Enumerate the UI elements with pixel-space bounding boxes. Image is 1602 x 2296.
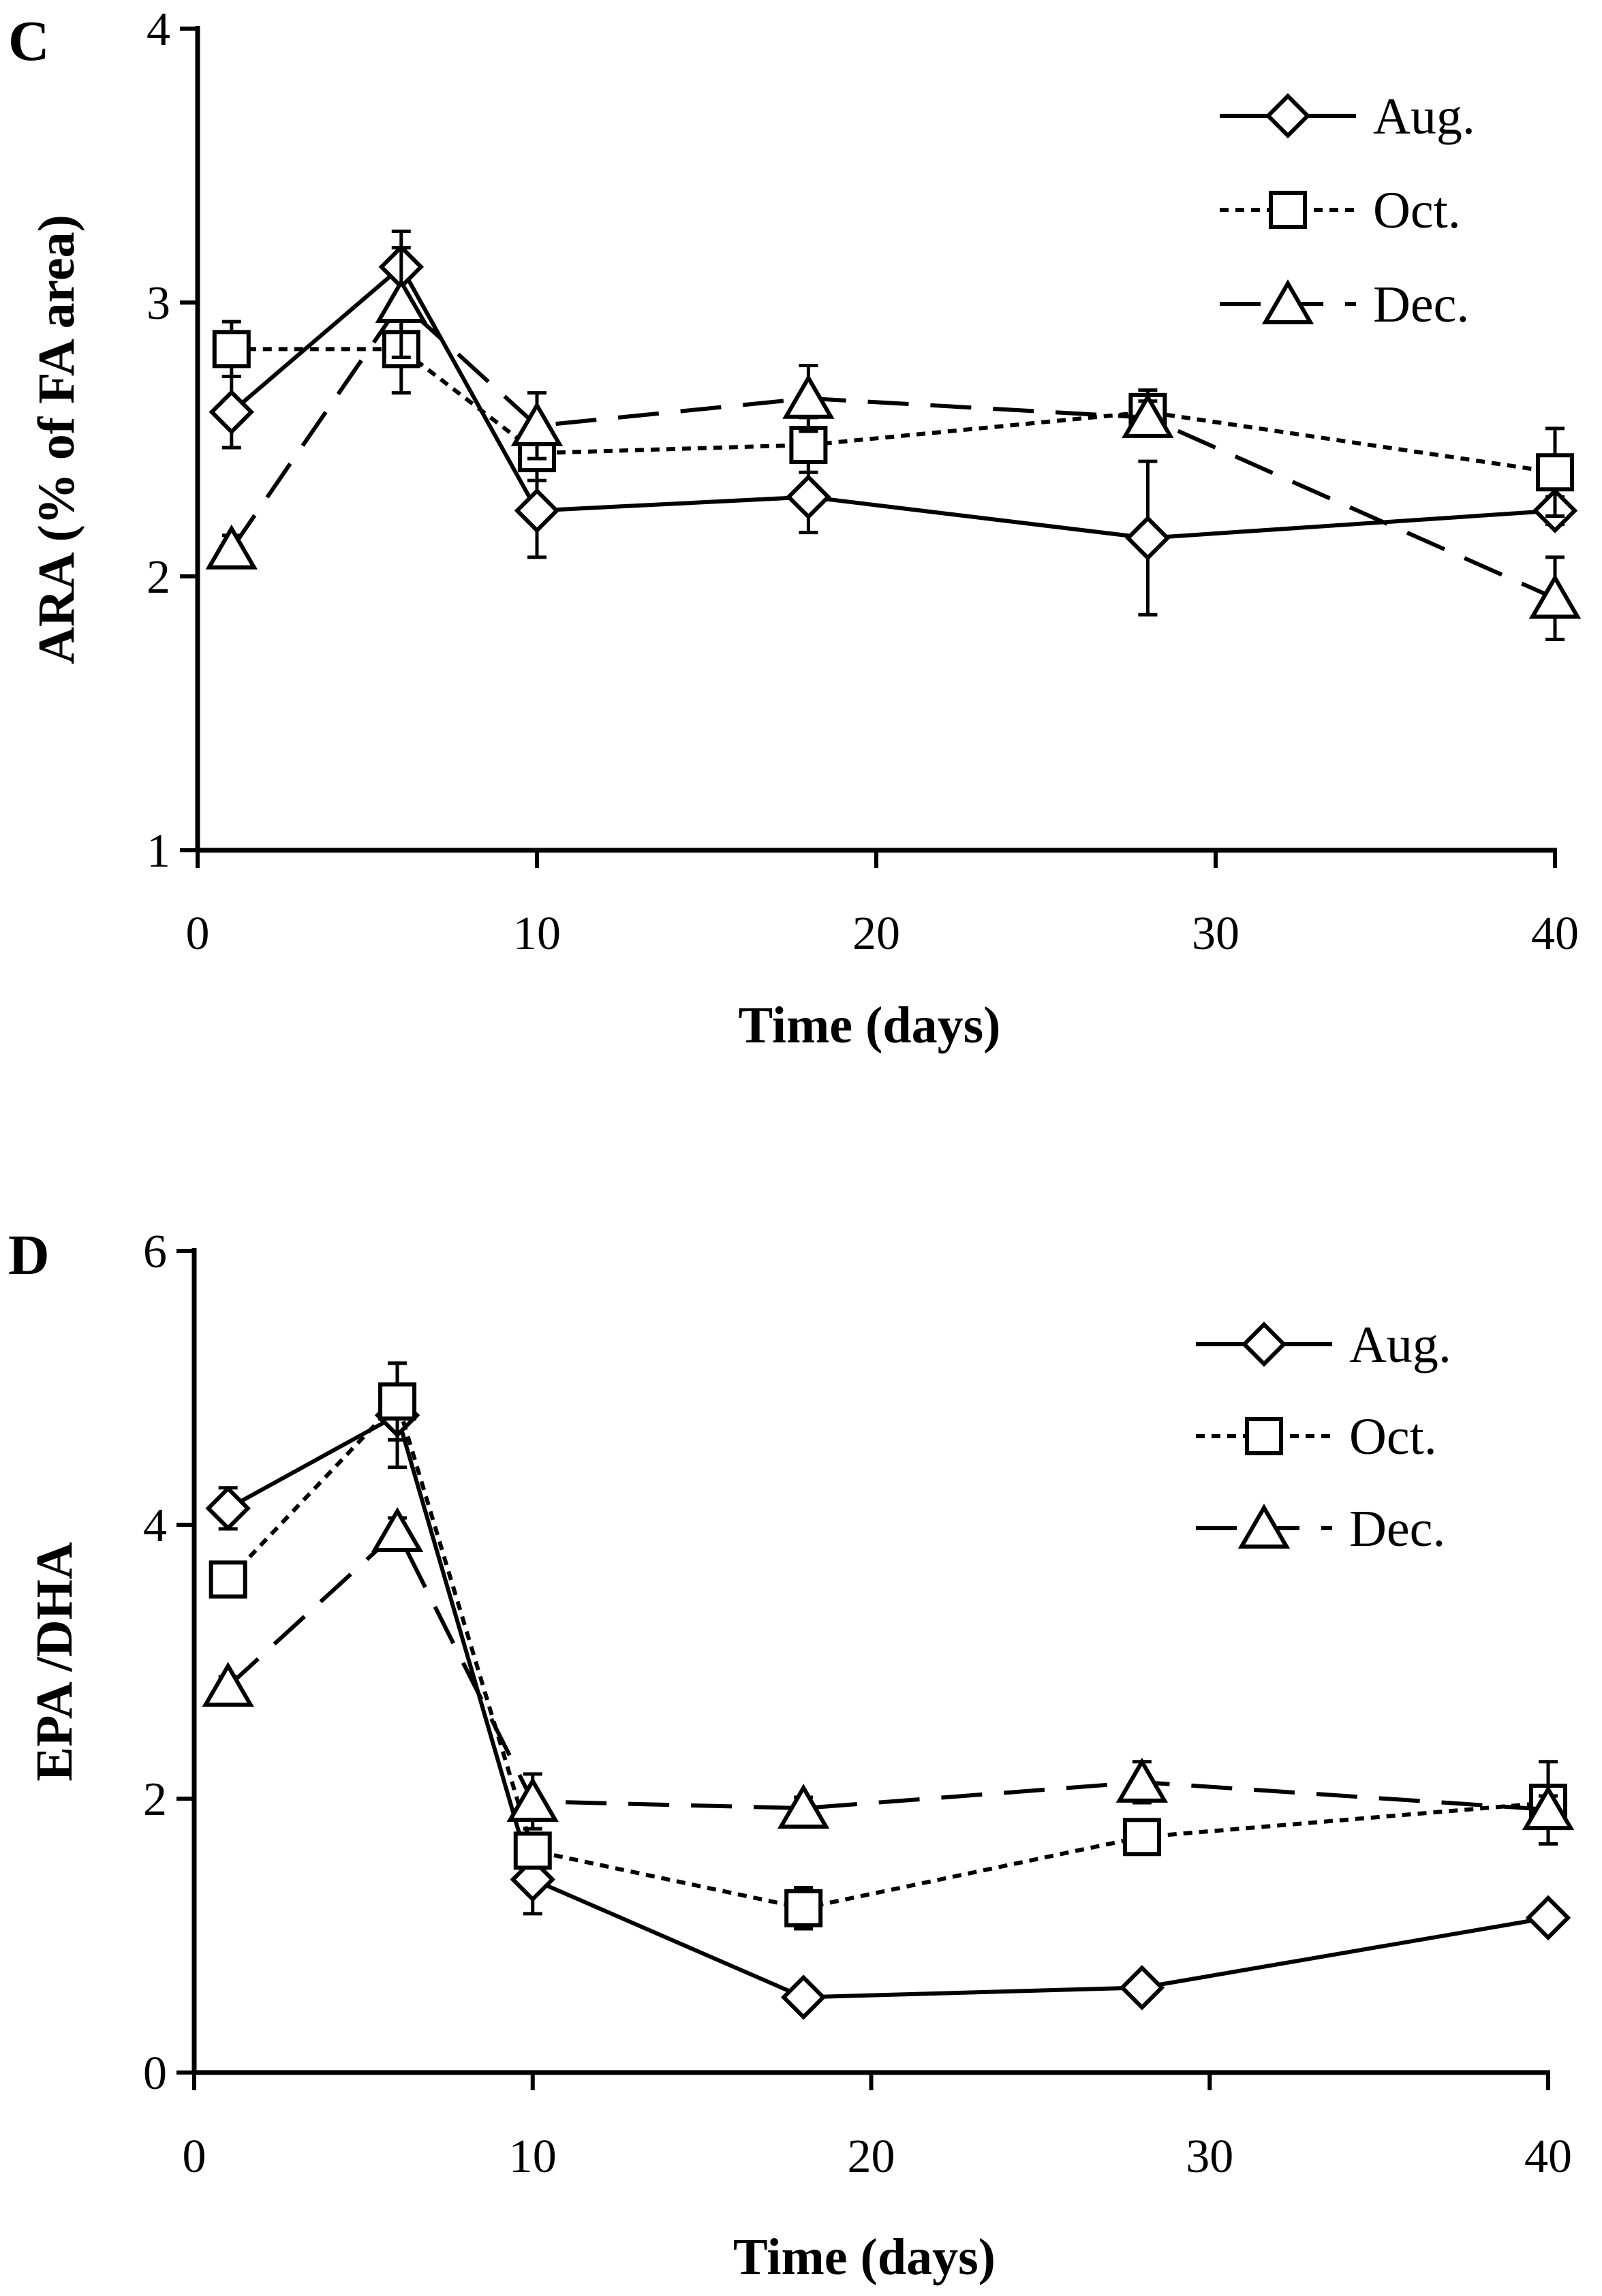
x-axis-title: Time (days)	[739, 997, 1001, 1054]
data-point	[209, 389, 255, 435]
data-point	[780, 1974, 827, 2020]
x-axis-title: Time (days)	[733, 2229, 996, 2286]
panel-d: 0 2 4 6 0 10 20 30 40 Time (days) EPA /DHA D Aug. Oct…	[8, 1224, 1575, 2286]
data-point	[205, 1485, 251, 1532]
series-line	[230, 264, 1556, 540]
x-tick-label: 0	[183, 2130, 206, 2183]
data-point	[1528, 574, 1582, 619]
series-line	[226, 1397, 1549, 1910]
data-point	[510, 401, 564, 446]
y-axis-title: EPA /DHA	[26, 1542, 83, 1781]
data-point	[513, 1831, 552, 1870]
data-point	[371, 1507, 424, 1553]
y-tick-label: 2	[147, 551, 170, 604]
data-point	[378, 1382, 417, 1421]
x-tick-label: 10	[509, 2130, 557, 2183]
data-point	[1522, 1785, 1575, 1831]
data-point	[209, 1560, 247, 1599]
x-tick-label: 30	[1186, 2130, 1233, 2183]
x-tick-label: 10	[513, 907, 561, 960]
data-point	[205, 524, 258, 570]
data-point	[1536, 453, 1574, 492]
data-point	[1125, 515, 1171, 561]
legend-label: Aug.	[1349, 1316, 1451, 1374]
legend-marker	[1261, 279, 1314, 324]
legend-label: Dec.	[1373, 276, 1469, 333]
series-oct	[212, 303, 1574, 518]
panel-label: C	[8, 10, 50, 73]
legend-marker	[1245, 1417, 1283, 1455]
data-point	[1122, 392, 1174, 438]
x-tick-label: 40	[1531, 907, 1579, 960]
data-point	[1119, 1965, 1165, 2011]
data-point	[375, 278, 428, 323]
legend-marker	[1265, 93, 1311, 139]
data-point	[212, 330, 251, 369]
legend-label: Oct.	[1373, 182, 1461, 239]
data-point	[1115, 1757, 1169, 1803]
y-tick-label: 2	[143, 1773, 167, 1826]
data-point	[782, 373, 835, 419]
data-point	[789, 426, 828, 465]
data-point	[786, 474, 831, 520]
x-tick-label: 30	[1192, 907, 1239, 960]
series-line	[231, 347, 1556, 475]
y-tick-label: 3	[147, 277, 170, 330]
y-tick-label: 1	[147, 825, 170, 878]
legend-label: Aug.	[1373, 88, 1475, 145]
data-point	[777, 1784, 830, 1829]
series-dec	[205, 246, 1582, 641]
series-line	[230, 299, 1556, 600]
data-point	[1122, 1818, 1161, 1857]
data-point	[514, 488, 560, 533]
panel-label: D	[8, 1224, 50, 1287]
y-tick-label: 4	[147, 3, 170, 56]
series-oct	[209, 1361, 1567, 1931]
y-axis-title: ARA (% of FA area)	[28, 215, 85, 664]
x-tick-label: 20	[852, 907, 900, 960]
data-point	[506, 1777, 559, 1822]
y-tick-label: 0	[143, 2047, 167, 2100]
series-aug	[209, 229, 1578, 617]
legend-marker	[1241, 1321, 1287, 1367]
legend-marker	[1269, 191, 1307, 229]
data-point	[1525, 1895, 1571, 1941]
y-tick-label: 6	[143, 1226, 167, 1278]
data-point	[202, 1662, 254, 1707]
series-dec	[202, 1507, 1575, 1831]
data-point	[784, 1889, 823, 1927]
x-tick-label: 20	[848, 2130, 895, 2183]
y-tick-label: 4	[143, 1500, 167, 1552]
legend-label: Dec.	[1349, 1500, 1445, 1557]
x-tick-label: 40	[1524, 2130, 1572, 2183]
x-tick-label: 0	[186, 907, 210, 960]
legend-marker	[1237, 1504, 1291, 1549]
legend-label: Oct.	[1349, 1408, 1437, 1465]
series-line	[226, 1528, 1549, 1812]
